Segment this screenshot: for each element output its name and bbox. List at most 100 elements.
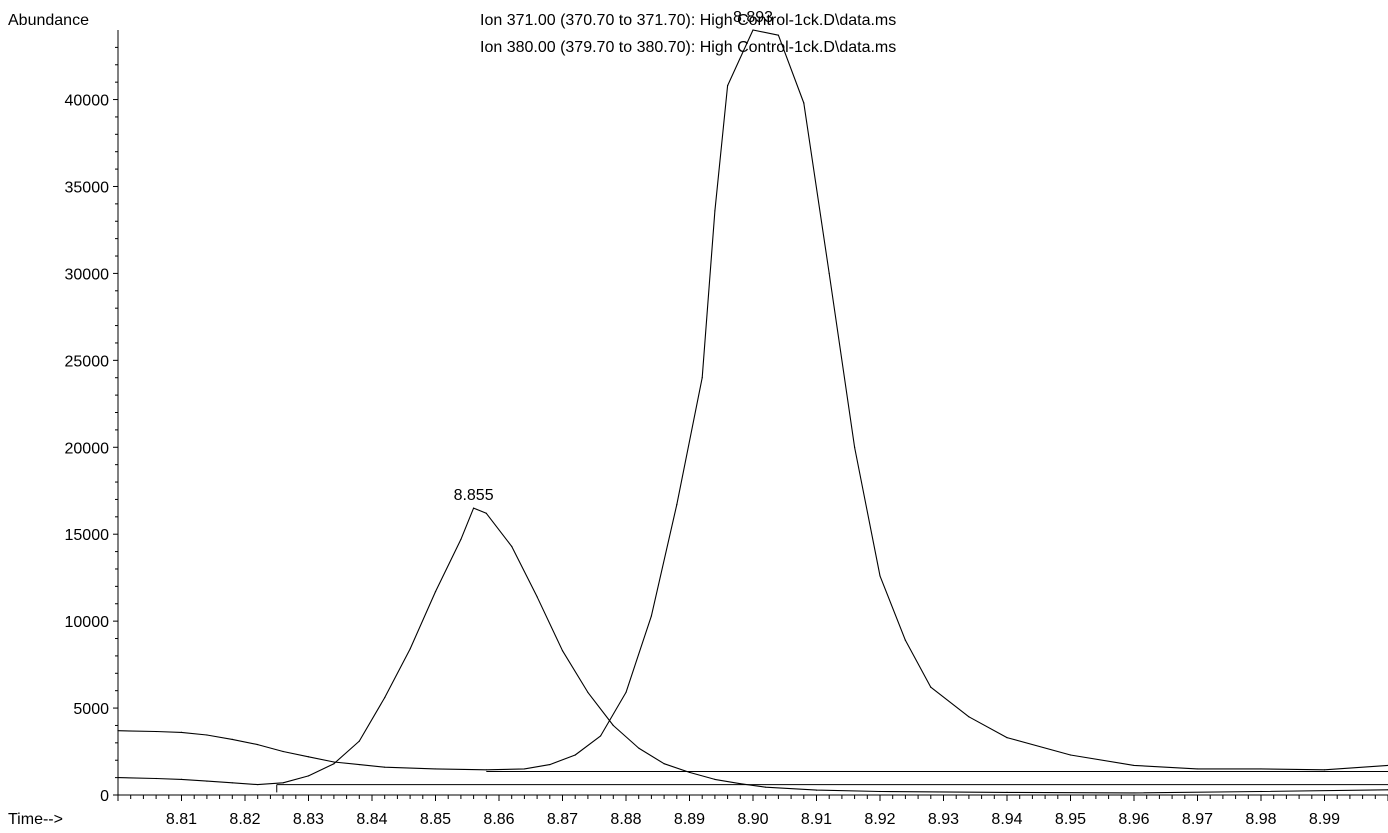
series-0-point [460, 538, 462, 541]
y-tick-label: 25000 [65, 353, 110, 370]
series-0-point [333, 763, 335, 765]
series-1-point [485, 769, 487, 771]
x-tick-label: 8.84 [356, 811, 387, 828]
series-1-point [777, 34, 780, 36]
series-1-point [333, 761, 335, 763]
series-0-point [231, 782, 233, 784]
x-tick-label: 8.98 [1245, 811, 1276, 828]
series-0-point [815, 789, 818, 791]
x-tick-label: 8.99 [1309, 811, 1340, 828]
series-0-point [282, 782, 284, 784]
series-1-point [1006, 737, 1008, 739]
series-1-point [384, 766, 386, 768]
series-0-point [257, 783, 259, 786]
series-1-point [231, 738, 233, 740]
series-1-point [358, 763, 360, 766]
series-1-point [701, 377, 703, 379]
y-tick-label: 40000 [65, 93, 110, 110]
x-tick-label: 8.95 [1055, 811, 1086, 828]
series-0-point [511, 545, 513, 547]
series-0-point [561, 650, 564, 652]
series-0-point [879, 790, 881, 793]
series-1-point [1323, 769, 1326, 771]
y-tick-label: 20000 [65, 440, 110, 457]
baseline-layer [276, 771, 1388, 793]
series-0-point [206, 780, 208, 782]
series-0-point [612, 724, 614, 727]
series-1-point [650, 615, 653, 617]
series-1-point [879, 575, 881, 577]
x-tick-label: 8.94 [991, 811, 1022, 828]
series-0-point [1133, 792, 1135, 794]
x-tick-label: 8.81 [166, 811, 197, 828]
x-tick-label: 8.96 [1118, 811, 1149, 828]
series-0-point [587, 691, 589, 694]
series-1-point [257, 743, 259, 746]
series-0-point [1006, 791, 1008, 793]
series-1-point [282, 750, 284, 753]
series-1-point [676, 504, 678, 506]
series-1-point [206, 734, 208, 736]
legend-entry-ion-371: Ion 371.00 (370.70 to 371.70): High Cont… [480, 12, 896, 29]
y-tick-label: 35000 [65, 179, 110, 196]
x-tick-label: 8.88 [610, 811, 641, 828]
y-axis-label: Abundance [8, 12, 89, 29]
y-tick-label: 5000 [73, 701, 109, 718]
series-1-point [180, 731, 183, 734]
series-0-point [688, 771, 691, 773]
ticks: 0 5000 10000 15000 20000 25000 30000 35000 40000… [65, 46, 1388, 828]
series-1-point [1133, 764, 1135, 767]
x-tick-label: 8.91 [801, 811, 832, 828]
series-0-point [1260, 790, 1262, 793]
series-0-point [638, 747, 640, 749]
series-1-point [828, 272, 830, 275]
x-tick-label: 8.92 [864, 811, 895, 828]
y-tick-label: 0 [100, 788, 109, 805]
y-tick-label: 15000 [65, 527, 110, 544]
x-tick-label: 8.86 [483, 811, 514, 828]
series-0-point [409, 648, 411, 650]
series-1-point [523, 768, 526, 770]
series-0-point [739, 783, 741, 785]
series-1-point [1196, 768, 1199, 770]
series-0-point [714, 778, 716, 780]
x-tick-label: 8.89 [674, 811, 705, 828]
x-tick-label: 8.93 [928, 811, 959, 828]
x-tick-label: 8.85 [420, 811, 451, 828]
x-tick-label: 8.82 [229, 811, 260, 828]
series-1-point [904, 639, 907, 641]
series-0-point [765, 786, 767, 788]
series-1-point [714, 210, 716, 212]
y-tick-label: 30000 [65, 266, 110, 283]
series-1-point [307, 756, 310, 758]
series-1-point [625, 691, 627, 694]
series-0-point [485, 512, 487, 514]
series-1-point [117, 730, 119, 732]
series-1-point [155, 730, 157, 733]
series-0-point [473, 507, 475, 509]
series-0-point [155, 777, 157, 780]
series-1-point [803, 102, 805, 104]
series-1-point [752, 29, 754, 31]
series-1-point [549, 763, 551, 766]
series-1-point [600, 735, 602, 737]
x-axis-label: Time--> [8, 811, 63, 828]
peak-label-ion-380: 8.893 [733, 9, 773, 26]
series-1-point [434, 768, 437, 770]
x-tick-label: 8.87 [547, 811, 578, 828]
series-0-point [358, 740, 360, 742]
series-0-point [434, 590, 437, 593]
series-0-point [384, 697, 386, 699]
series-1-point [968, 716, 970, 718]
series-0-point [536, 596, 538, 598]
series-1-point [727, 85, 729, 87]
series-1-point [854, 446, 856, 448]
series-0-point [307, 775, 310, 777]
series-1-point [930, 686, 932, 688]
series-1-point [1069, 754, 1072, 756]
series-1-point [1260, 768, 1262, 770]
series-0-point [117, 777, 119, 779]
peak-label-ion-371: 8.855 [454, 487, 494, 504]
y-tick-label: 10000 [65, 614, 110, 631]
